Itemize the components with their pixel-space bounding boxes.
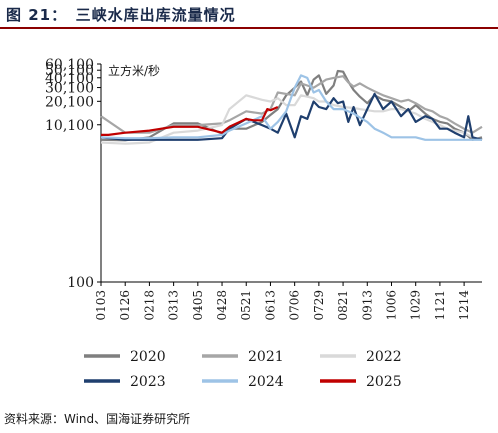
legend: 2020 2021 2022 2023 2024 2025	[84, 349, 402, 390]
x-tick-label: 0103	[94, 290, 108, 321]
x-tick-label: 0729	[312, 290, 326, 321]
x-tick-label: 1121	[433, 290, 447, 321]
x-tick-label: 0428	[215, 290, 229, 321]
x-tick-label: 0913	[360, 290, 374, 321]
title-rule	[0, 27, 498, 29]
x-tick-label: 0706	[288, 290, 302, 321]
legend-label-2022: 2022	[366, 349, 402, 365]
series-line-2022	[100, 94, 483, 145]
figure-title: 图 21： 三峡水库出库流量情况	[6, 6, 236, 24]
x-tick-label: 0405	[191, 290, 205, 321]
series-layer	[100, 69, 483, 145]
y-tick-label: 10,100	[45, 118, 94, 134]
x-tick-label: 0821	[336, 290, 350, 321]
y-tick-label: 40,100	[45, 71, 94, 87]
y-tick-label: 20,100	[45, 94, 94, 110]
legend-label-2020: 2020	[130, 349, 166, 365]
legend-label-2023: 2023	[130, 374, 166, 390]
legend-label-2025: 2025	[366, 374, 402, 390]
series-line-2021	[100, 75, 483, 134]
y-tick-label: 60,100	[45, 57, 94, 73]
series-line-2025	[101, 105, 279, 136]
y-tick-label: 50,100	[45, 63, 94, 79]
x-tick-label: 0313	[167, 290, 181, 321]
source-note: 资料来源：Wind、国海证券研究所	[4, 412, 191, 426]
x-tick-label: 0613	[263, 290, 277, 321]
unit-label: 立方米/秒	[108, 63, 160, 78]
x-tick-label: 0126	[118, 290, 132, 321]
legend-label-2024: 2024	[248, 374, 284, 390]
x-tick-label: 1006	[384, 290, 398, 321]
x-tick-label: 1029	[409, 290, 423, 321]
y-tick-label: 30,100	[45, 81, 94, 97]
x-tick-label: 1214	[457, 290, 471, 321]
x-tick-label: 0218	[142, 290, 156, 321]
legend-label-2021: 2021	[248, 349, 284, 365]
y-tick-label: 100	[67, 275, 94, 291]
x-tick-label: 0521	[239, 290, 253, 321]
series-line-2024	[100, 74, 482, 141]
